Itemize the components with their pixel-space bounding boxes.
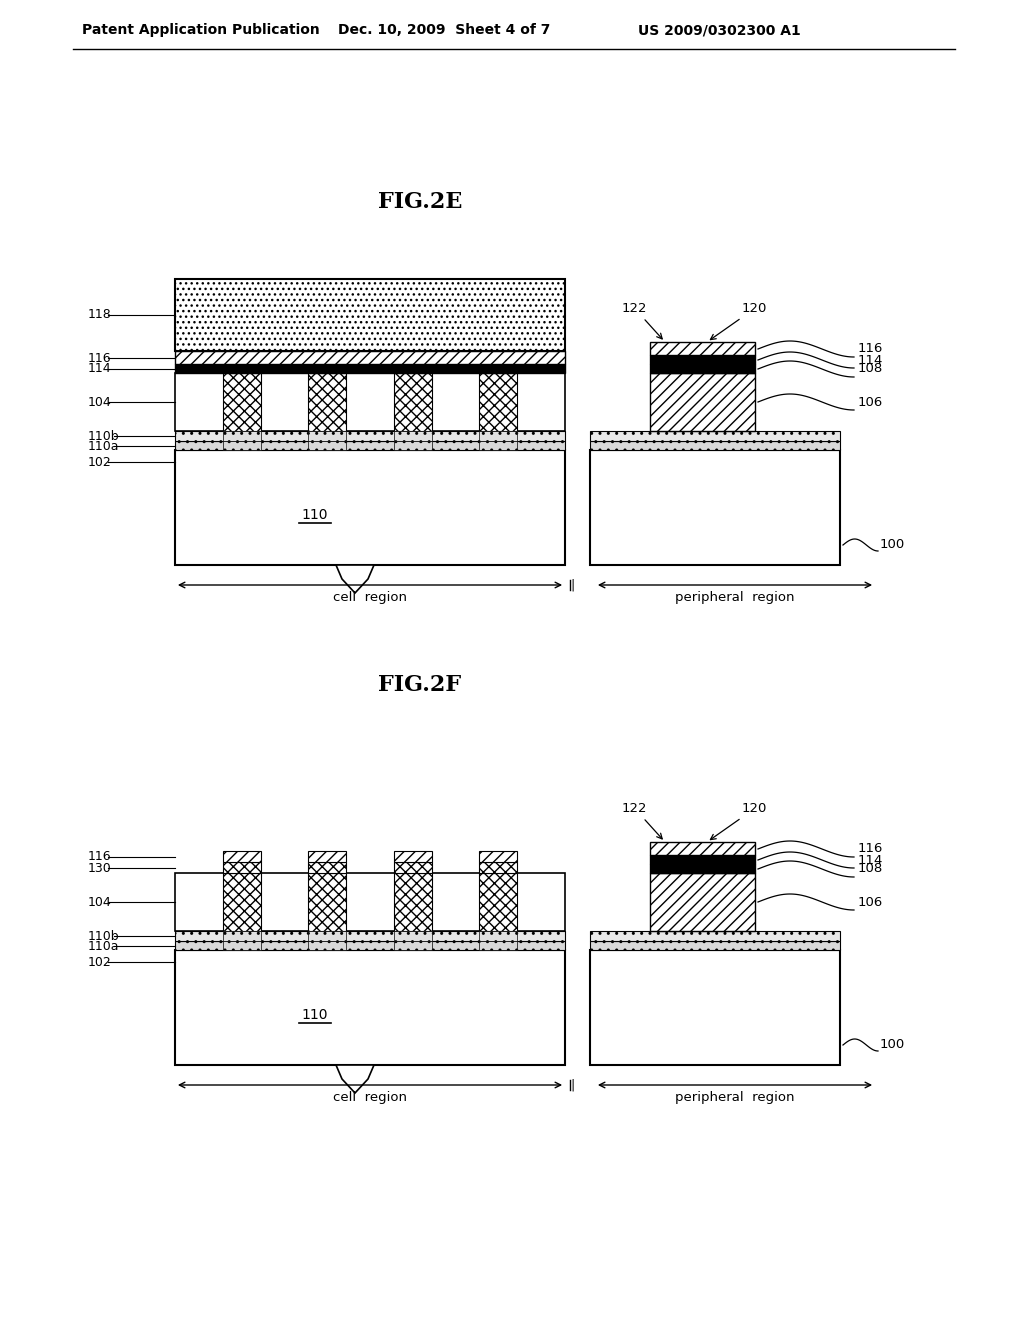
Text: 100: 100 bbox=[880, 1039, 905, 1052]
Text: 114: 114 bbox=[858, 854, 884, 866]
Bar bbox=[590, 941, 840, 950]
Bar bbox=[394, 374, 432, 432]
Bar bbox=[308, 873, 346, 931]
Bar bbox=[650, 842, 755, 855]
Text: 120: 120 bbox=[711, 302, 767, 339]
Bar bbox=[394, 432, 432, 441]
Text: 104: 104 bbox=[88, 396, 112, 408]
Text: |: | bbox=[570, 578, 574, 591]
Text: peripheral  region: peripheral region bbox=[675, 1090, 795, 1104]
Bar bbox=[650, 855, 755, 865]
Bar bbox=[308, 851, 346, 862]
Bar bbox=[394, 941, 432, 950]
Bar bbox=[222, 432, 260, 441]
Bar bbox=[308, 862, 346, 873]
Text: 102: 102 bbox=[88, 455, 112, 469]
Bar bbox=[308, 941, 346, 950]
Bar bbox=[175, 441, 565, 450]
Bar bbox=[394, 873, 432, 931]
Text: FIG.2E: FIG.2E bbox=[378, 191, 462, 213]
Bar bbox=[175, 931, 565, 941]
Polygon shape bbox=[336, 1065, 374, 1093]
Bar bbox=[222, 851, 260, 862]
Bar bbox=[394, 851, 432, 862]
Text: 116: 116 bbox=[88, 351, 112, 364]
Bar bbox=[590, 441, 840, 450]
Text: 116: 116 bbox=[858, 342, 884, 355]
Bar bbox=[590, 931, 840, 941]
Text: 122: 122 bbox=[622, 302, 663, 339]
Text: 110: 110 bbox=[302, 1008, 329, 1022]
Text: 120: 120 bbox=[711, 803, 767, 840]
Bar bbox=[175, 941, 565, 950]
Text: FIG.2F: FIG.2F bbox=[379, 675, 462, 696]
Bar bbox=[394, 441, 432, 450]
Text: 110: 110 bbox=[302, 508, 329, 521]
Bar bbox=[222, 941, 260, 950]
Text: 106: 106 bbox=[858, 895, 884, 908]
Text: 110a: 110a bbox=[88, 940, 120, 953]
Text: 106: 106 bbox=[858, 396, 884, 408]
Bar bbox=[175, 351, 565, 364]
Text: US 2009/0302300 A1: US 2009/0302300 A1 bbox=[638, 22, 801, 37]
Bar bbox=[650, 364, 755, 374]
Text: 114: 114 bbox=[88, 363, 112, 375]
Text: 122: 122 bbox=[622, 803, 663, 840]
Bar bbox=[479, 432, 517, 441]
Text: 102: 102 bbox=[88, 956, 112, 969]
Bar bbox=[175, 364, 565, 374]
Text: peripheral  region: peripheral region bbox=[675, 590, 795, 603]
Polygon shape bbox=[336, 565, 374, 593]
Text: 110b: 110b bbox=[88, 929, 120, 942]
Bar bbox=[222, 862, 260, 873]
Bar bbox=[650, 355, 755, 364]
Text: 100: 100 bbox=[880, 539, 905, 552]
Bar bbox=[308, 441, 346, 450]
Bar bbox=[650, 342, 755, 355]
Bar bbox=[650, 374, 755, 432]
Bar bbox=[479, 374, 517, 432]
Bar bbox=[175, 279, 565, 351]
Bar bbox=[479, 441, 517, 450]
Bar bbox=[650, 865, 755, 873]
Text: 118: 118 bbox=[88, 309, 112, 322]
Bar bbox=[590, 950, 840, 1065]
Bar bbox=[175, 950, 565, 1065]
Bar bbox=[479, 862, 517, 873]
Text: 110b: 110b bbox=[88, 429, 120, 442]
Bar bbox=[479, 931, 517, 941]
Bar bbox=[222, 374, 260, 432]
Bar bbox=[308, 931, 346, 941]
Bar bbox=[175, 374, 565, 432]
Bar bbox=[175, 432, 565, 441]
Text: Patent Application Publication: Patent Application Publication bbox=[82, 22, 319, 37]
Text: 110a: 110a bbox=[88, 440, 120, 453]
Text: cell  region: cell region bbox=[333, 590, 407, 603]
Bar bbox=[394, 931, 432, 941]
Bar bbox=[479, 873, 517, 931]
Text: 104: 104 bbox=[88, 895, 112, 908]
Bar bbox=[175, 450, 565, 565]
Text: 116: 116 bbox=[858, 842, 884, 855]
Bar bbox=[590, 450, 840, 565]
Bar bbox=[308, 432, 346, 441]
Bar bbox=[222, 873, 260, 931]
Bar bbox=[394, 862, 432, 873]
Text: 130: 130 bbox=[88, 862, 112, 874]
Text: 108: 108 bbox=[858, 363, 884, 375]
Text: 114: 114 bbox=[858, 354, 884, 367]
Bar bbox=[479, 941, 517, 950]
Bar bbox=[650, 873, 755, 931]
Bar bbox=[590, 432, 840, 441]
Text: cell  region: cell region bbox=[333, 1090, 407, 1104]
Text: |: | bbox=[570, 1078, 574, 1092]
Text: 116: 116 bbox=[88, 850, 112, 863]
Bar bbox=[175, 873, 565, 931]
Text: Dec. 10, 2009  Sheet 4 of 7: Dec. 10, 2009 Sheet 4 of 7 bbox=[338, 22, 550, 37]
Text: 108: 108 bbox=[858, 862, 884, 875]
Bar bbox=[308, 374, 346, 432]
Bar bbox=[222, 441, 260, 450]
Bar bbox=[479, 851, 517, 862]
Bar bbox=[222, 931, 260, 941]
